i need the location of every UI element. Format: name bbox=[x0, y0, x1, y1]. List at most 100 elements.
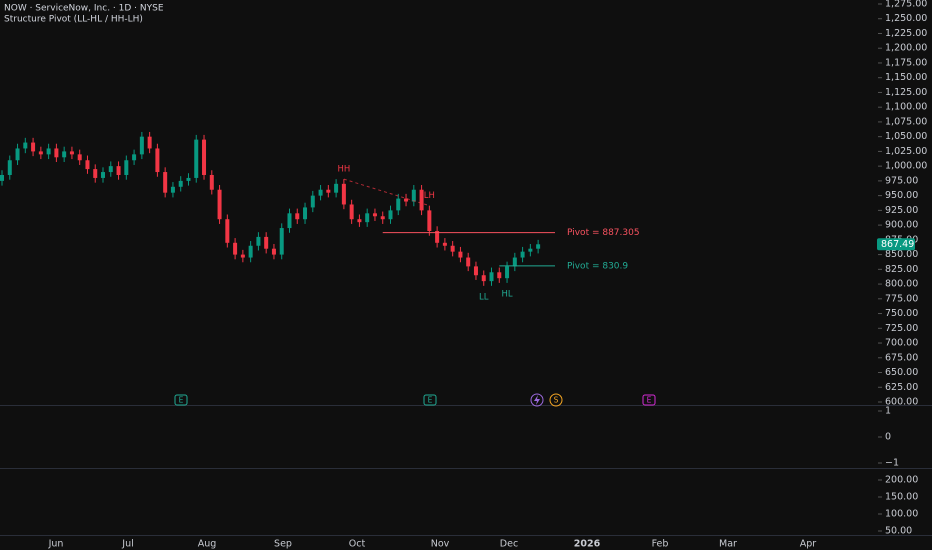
y-tick-label: 750.00 bbox=[885, 308, 918, 319]
candle-body bbox=[69, 151, 74, 155]
candle-body bbox=[116, 166, 121, 175]
candle-body bbox=[505, 266, 510, 279]
y-tick-label: 950.00 bbox=[885, 190, 918, 201]
event-label: E bbox=[647, 396, 652, 405]
candle-body bbox=[473, 266, 478, 276]
indicator-title: Structure Pivot (LL-HL / HH-LH) bbox=[4, 15, 143, 25]
y-tick-label: 900.00 bbox=[885, 220, 918, 231]
candle-body bbox=[62, 151, 67, 158]
candle-body bbox=[489, 272, 494, 282]
x-tick-label: Nov bbox=[431, 539, 450, 550]
candle-body bbox=[442, 242, 447, 246]
candle-body bbox=[77, 154, 82, 161]
candle-body bbox=[427, 210, 432, 232]
y-tick-label: 675.00 bbox=[885, 352, 918, 363]
candle-body bbox=[217, 189, 222, 220]
y-tick-label: 1,250.00 bbox=[885, 13, 927, 24]
candle-body bbox=[256, 236, 261, 246]
candle-body bbox=[404, 198, 409, 202]
candle-body bbox=[0, 174, 4, 181]
y-tick-label: 1,150.00 bbox=[885, 72, 927, 83]
pivot-label: Pivot = 887.305 bbox=[567, 228, 640, 238]
candle-body bbox=[85, 160, 90, 170]
y-tick-label: 1,275.00 bbox=[885, 0, 927, 10]
candle-body bbox=[178, 180, 183, 187]
candle-body bbox=[170, 186, 175, 193]
y-tick-label: 825.00 bbox=[885, 264, 918, 275]
x-tick-label: Aug bbox=[198, 539, 217, 550]
hh-lh-line bbox=[343, 178, 430, 207]
y-tick-label: 100.00 bbox=[885, 509, 918, 520]
y-tick-label: 975.00 bbox=[885, 175, 918, 186]
chart-title: NOW · ServiceNow, Inc. · 1D · NYSE bbox=[4, 4, 164, 14]
candle-body bbox=[139, 136, 144, 155]
y-tick-label: 150.00 bbox=[885, 492, 918, 503]
dividend-icon bbox=[530, 393, 544, 407]
x-tick-label: Feb bbox=[652, 539, 669, 550]
x-tick-label: 2026 bbox=[574, 539, 601, 550]
x-tick-label: Apr bbox=[800, 539, 817, 550]
x-tick-label: Oct bbox=[349, 539, 366, 550]
y-tick-label: 1,200.00 bbox=[885, 43, 927, 54]
x-tick-label: Mar bbox=[719, 539, 737, 550]
price-tag-label: 867.49 bbox=[881, 239, 914, 250]
candle-body bbox=[209, 174, 214, 190]
y-tick-label: 0 bbox=[885, 432, 891, 443]
candle-body bbox=[334, 183, 339, 193]
structure-label: HH bbox=[337, 165, 350, 175]
candle-body bbox=[520, 251, 525, 258]
y-tick-label: 775.00 bbox=[885, 293, 918, 304]
candle-body bbox=[108, 166, 113, 173]
y-tick-label: 50.00 bbox=[885, 526, 912, 537]
candle-body bbox=[365, 213, 370, 223]
candle-body bbox=[466, 257, 471, 267]
pivot-label: Pivot = 830.9 bbox=[567, 261, 628, 271]
candle-body bbox=[186, 177, 191, 181]
y-tick-label: 1,175.00 bbox=[885, 57, 927, 68]
x-tick-label: Dec bbox=[500, 539, 518, 550]
event-icon bbox=[423, 394, 437, 406]
candle-body bbox=[46, 148, 51, 155]
y-tick-label: 1,050.00 bbox=[885, 131, 927, 142]
event-icon bbox=[174, 394, 188, 406]
candle-body bbox=[372, 213, 377, 217]
candle-body bbox=[380, 216, 385, 220]
candle-body bbox=[349, 204, 354, 220]
candle-body bbox=[93, 169, 98, 178]
candle-body bbox=[264, 236, 269, 249]
candle-body bbox=[497, 272, 502, 279]
y-tick-label: 850.00 bbox=[885, 249, 918, 260]
candle-body bbox=[396, 198, 401, 211]
candle-body bbox=[450, 245, 455, 252]
candle-body bbox=[163, 172, 168, 193]
event-label: E bbox=[428, 396, 433, 405]
structure-label: LH bbox=[424, 191, 435, 201]
candle-body bbox=[15, 148, 20, 161]
y-tick-label: 650.00 bbox=[885, 367, 918, 378]
y-tick-label: 1,100.00 bbox=[885, 102, 927, 113]
x-tick-label: Jul bbox=[121, 539, 133, 550]
candle-body bbox=[147, 136, 152, 149]
candle-body bbox=[7, 160, 12, 175]
candle-body bbox=[435, 231, 440, 243]
candle-body bbox=[287, 213, 292, 229]
candle-body bbox=[31, 142, 36, 152]
y-tick-label: 725.00 bbox=[885, 323, 918, 334]
x-tick-label: Sep bbox=[274, 539, 292, 550]
candle-body bbox=[38, 151, 43, 155]
candle-body bbox=[155, 148, 160, 173]
candle-body bbox=[419, 189, 424, 211]
candle-body bbox=[536, 244, 541, 249]
candle-body bbox=[326, 189, 331, 193]
candle-body bbox=[458, 251, 463, 258]
candle-body bbox=[295, 213, 300, 220]
candle-body bbox=[512, 257, 517, 267]
candle-body bbox=[318, 189, 323, 196]
candle-body bbox=[528, 248, 533, 252]
candle-body bbox=[271, 248, 276, 255]
candle-body bbox=[341, 183, 346, 205]
event-label: E bbox=[179, 396, 184, 405]
event-icon bbox=[642, 394, 656, 406]
